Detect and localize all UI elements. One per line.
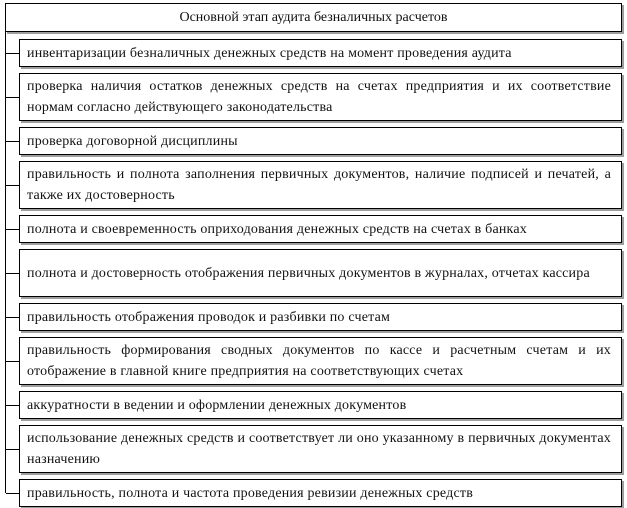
connector-branch-line — [6, 273, 20, 274]
audit-steps-list: инвентаризации безналичных денежных сред… — [6, 39, 622, 507]
connector-branch-line — [6, 229, 20, 230]
audit-step-postings-correctness: правильность отображения проводок и разб… — [6, 303, 622, 331]
audit-step-revision-frequency: правильность, полнота и частота проведен… — [6, 479, 622, 507]
audit-step-contract-discipline: проверка договорной дисциплины — [6, 127, 622, 155]
audit-step-label: правильность формирования сводных докуме… — [27, 343, 611, 379]
connector-trunk-line — [5, 32, 6, 493]
connector-branch-line — [6, 449, 20, 450]
audit-step-label: правильность, полнота и частота проведен… — [27, 485, 474, 501]
connector-branch-line — [6, 493, 20, 494]
audit-step-document-accuracy: аккуратности в ведении и оформлении дене… — [6, 391, 622, 419]
audit-step-funds-usage: использование денежных средств и соответ… — [6, 425, 622, 473]
audit-step-label: инвентаризации безналичных денежных сред… — [27, 45, 512, 61]
audit-step-label: правильность и полнота заполнения первич… — [27, 167, 611, 203]
connector-branch-line — [6, 361, 20, 362]
audit-step-primary-documents: правильность и полнота заполнения первич… — [6, 161, 622, 209]
connector-branch-line — [6, 53, 20, 54]
audit-step-balances-check: проверка наличия остатков денежных средс… — [6, 73, 622, 121]
diagram-title-box: Основной этап аудита безналичных расчето… — [5, 3, 622, 32]
connector-branch-line — [6, 405, 20, 406]
diagram-title: Основной этап аудита безналичных расчето… — [179, 9, 448, 25]
audit-step-receipt-timeliness: полнота и своевременность оприходования … — [6, 215, 622, 243]
audit-step-label: аккуратности в ведении и оформлении дене… — [27, 397, 407, 413]
connector-branch-line — [6, 185, 20, 186]
audit-step-label: проверка договорной дисциплины — [27, 133, 238, 149]
connector-branch-line — [6, 141, 20, 142]
connector-branch-line — [6, 317, 20, 318]
audit-step-journals-reflection: полнота и достоверность отображения перв… — [6, 249, 622, 297]
audit-step-label: проверка наличия остатков денежных средс… — [27, 79, 611, 115]
audit-step-summary-documents: правильность формирования сводных докуме… — [6, 337, 622, 385]
connector-branch-line — [6, 97, 20, 98]
audit-step-inventory: инвентаризации безналичных денежных сред… — [6, 39, 622, 67]
audit-step-label: полнота и своевременность оприходования … — [27, 221, 527, 237]
audit-step-label: использование денежных средств и соответ… — [27, 431, 611, 467]
audit-step-label: правильность отображения проводок и разб… — [27, 309, 391, 325]
audit-step-label: полнота и достоверность отображения перв… — [27, 265, 590, 281]
